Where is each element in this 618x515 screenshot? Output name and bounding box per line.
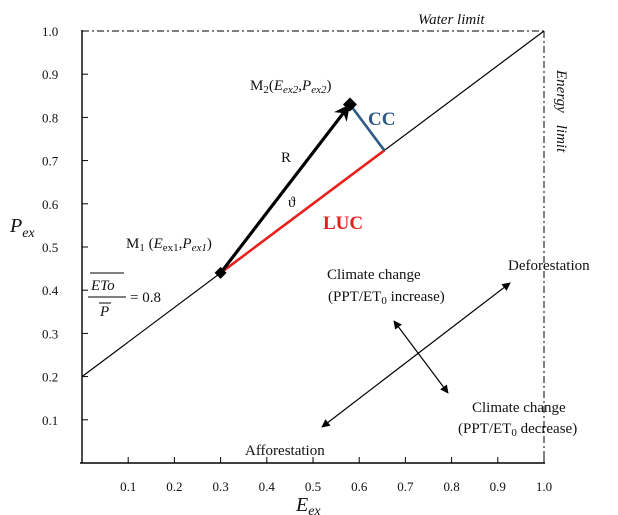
y-tick-label: 0.2 (42, 370, 58, 385)
cc-label: CC (368, 109, 395, 130)
x-tick-group: 0.1 0.2 0.3 0.4 0.5 0.6 0.7 0.8 0.9 1.0 (120, 457, 552, 494)
cc-double-arrow (393, 320, 449, 394)
y-tick-group: 0.1 0.2 0.3 0.4 0.5 0.6 0.7 0.8 0.9 1.0 (42, 24, 88, 428)
cc-increase-label-1: Climate change (327, 267, 421, 283)
luc-line (219, 149, 386, 274)
y-axis-label: Pex (9, 215, 35, 241)
water-limit-label: Water limit (418, 12, 485, 28)
ratio-label: ETo P = 0.8 (88, 272, 161, 320)
y-tick-label: 0.3 (42, 326, 58, 341)
cc-line (348, 103, 386, 152)
svg-text:= 0.8: = 0.8 (130, 290, 161, 306)
svg-text:ETo: ETo (90, 278, 115, 294)
deforestation-label: Deforestation (508, 258, 590, 274)
m1-marker (214, 266, 227, 279)
angle-label: ϑ (288, 195, 296, 211)
x-tick-label: 0.1 (120, 479, 136, 494)
x-tick-label: 0.6 (351, 479, 368, 494)
cc-decrease-label-2: (PPT/ET0 decrease) (458, 421, 577, 439)
y-tick-label: 0.7 (42, 154, 59, 169)
y-tick-label: 0.5 (42, 240, 58, 255)
x-tick-label: 0.4 (259, 479, 276, 494)
m2-label: M2(Eex2,Pex2) (250, 78, 331, 96)
x-tick-label: 0.3 (212, 479, 228, 494)
r-label: R (281, 150, 291, 166)
cc-decrease-label-1: Climate change (472, 400, 566, 416)
y-tick-label: 0.8 (42, 110, 58, 125)
x-tick-label: 0.8 (443, 479, 459, 494)
y-tick-label: 0.6 (42, 197, 59, 212)
x-tick-label: 0.9 (490, 479, 506, 494)
r-vector (219, 104, 351, 274)
m2-marker (342, 97, 357, 112)
x-tick-label: 0.5 (305, 479, 321, 494)
m1-label: M1 (Eex1,Pex1) (126, 236, 212, 254)
x-axis-label: Eex (295, 494, 321, 515)
y-tick-label: 0.1 (42, 413, 58, 428)
luc-label: LUC (323, 213, 363, 234)
energy-limit-label: Energylimit (553, 69, 569, 153)
x-tick-label: 0.7 (397, 479, 414, 494)
y-tick-label: 0.4 (42, 283, 59, 298)
cc-increase-label-2: (PPT/ET0 increase) (328, 289, 445, 307)
afforestation-label: Afforestation (245, 443, 325, 459)
svg-text:P: P (99, 304, 109, 320)
x-tick-label: 0.2 (166, 479, 182, 494)
y-tick-label: 0.9 (42, 67, 58, 82)
x-tick-label: 1.0 (536, 479, 552, 494)
forestation-double-arrow (321, 282, 511, 428)
y-tick-label: 1.0 (42, 24, 58, 39)
